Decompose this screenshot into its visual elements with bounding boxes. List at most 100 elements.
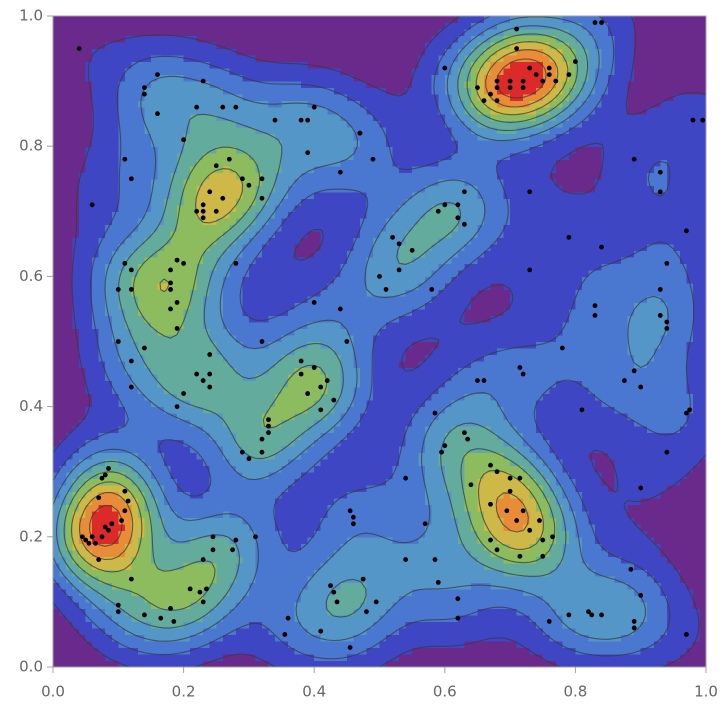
density-cell xyxy=(229,269,250,277)
density-cell xyxy=(229,536,257,544)
density-cell xyxy=(679,478,707,486)
data-point xyxy=(540,78,546,84)
density-cell xyxy=(118,341,139,349)
density-cell xyxy=(555,159,603,167)
density-cell xyxy=(601,471,616,479)
density-cell xyxy=(379,230,407,238)
density-cell xyxy=(72,269,93,277)
density-cell xyxy=(170,191,185,199)
density-cell xyxy=(72,510,87,518)
x-tick-label: 0.4 xyxy=(302,683,326,701)
data-point xyxy=(318,628,324,634)
density-cell xyxy=(457,367,688,375)
density-cell xyxy=(581,497,642,505)
density-cell xyxy=(92,315,113,323)
density-cell xyxy=(248,588,302,596)
density-cell xyxy=(235,172,263,180)
density-cell xyxy=(53,204,80,212)
data-point xyxy=(233,104,239,110)
density-cell xyxy=(568,504,583,512)
density-cell xyxy=(516,640,563,649)
data-point xyxy=(122,508,128,514)
density-cell xyxy=(333,87,387,95)
density-cell xyxy=(209,465,237,473)
density-cell xyxy=(79,211,113,219)
density-cell xyxy=(118,530,132,538)
density-cell xyxy=(118,426,204,434)
density-cell xyxy=(53,582,61,590)
density-cell xyxy=(229,165,257,173)
density-cell xyxy=(72,556,87,564)
density-cell xyxy=(457,16,485,24)
density-cell xyxy=(320,237,354,245)
density-cell xyxy=(353,146,394,154)
density-cell xyxy=(170,185,185,193)
density-cell xyxy=(222,302,243,310)
density-cell xyxy=(229,582,250,590)
density-cell xyxy=(536,341,629,349)
density-cell xyxy=(457,74,472,82)
density-cell xyxy=(268,406,309,414)
density-cell xyxy=(575,517,590,525)
density-cell xyxy=(157,152,178,160)
density-cell xyxy=(92,55,152,63)
density-cell xyxy=(366,269,433,277)
density-cell xyxy=(601,263,688,271)
density-cell xyxy=(477,94,492,102)
density-cell xyxy=(301,198,368,206)
density-cell xyxy=(660,295,694,304)
density-cell xyxy=(255,191,270,199)
density-cell xyxy=(307,61,420,69)
density-cell xyxy=(542,120,563,128)
density-cell xyxy=(59,549,74,557)
density-cell xyxy=(431,204,459,212)
density-cell xyxy=(183,198,198,206)
density-cell xyxy=(523,432,544,440)
density-cell xyxy=(490,530,544,538)
density-cell xyxy=(412,165,498,173)
density-cell xyxy=(562,510,576,518)
density-cell xyxy=(666,321,694,330)
density-cell xyxy=(72,282,93,291)
density-cell xyxy=(536,419,635,427)
density-cell xyxy=(242,517,276,525)
density-cell xyxy=(92,126,119,134)
density-cell xyxy=(497,81,544,89)
density-cell xyxy=(477,107,492,115)
density-cell xyxy=(288,458,322,466)
density-cell xyxy=(640,621,668,629)
density-cell xyxy=(59,491,67,499)
density-cell xyxy=(157,445,191,453)
density-cell xyxy=(222,595,243,603)
density-cell xyxy=(66,471,80,479)
density-cell xyxy=(235,367,270,375)
density-cell xyxy=(242,289,322,297)
data-point xyxy=(171,619,177,624)
density-cell xyxy=(497,172,550,180)
density-cell xyxy=(497,504,524,512)
density-cell xyxy=(118,100,139,108)
density-cell xyxy=(699,627,707,636)
density-cell xyxy=(170,282,198,291)
density-cell xyxy=(444,439,505,447)
density-cell xyxy=(144,120,191,128)
density-cell xyxy=(425,530,459,538)
density-cell xyxy=(275,361,341,369)
density-cell xyxy=(627,87,707,95)
density-cell xyxy=(92,87,119,95)
density-cell xyxy=(412,191,479,199)
density-cell xyxy=(124,406,165,414)
density-cell xyxy=(366,211,394,219)
density-cell xyxy=(510,295,576,304)
density-cell xyxy=(346,491,426,499)
density-cell xyxy=(53,165,87,173)
density-cell xyxy=(124,35,198,43)
density-cell xyxy=(53,159,87,167)
density-cell xyxy=(477,133,531,141)
data-point xyxy=(550,534,555,540)
density-cell xyxy=(242,211,257,219)
density-cell xyxy=(190,302,204,310)
data-point xyxy=(520,371,526,377)
data-point xyxy=(546,619,552,624)
density-cell xyxy=(301,471,394,479)
